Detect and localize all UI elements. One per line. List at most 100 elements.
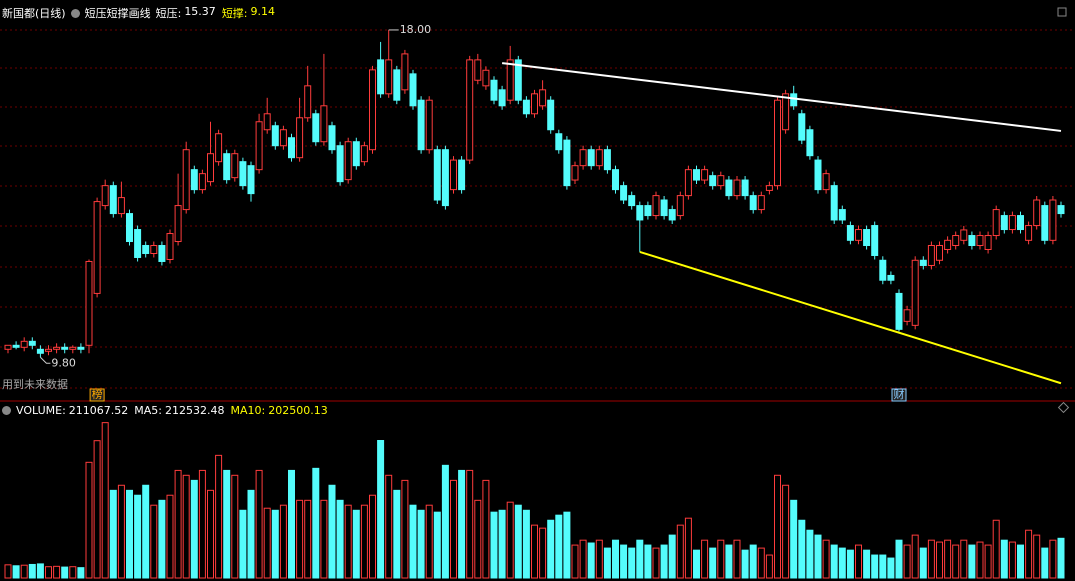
volume-bar xyxy=(69,566,77,579)
candle-body xyxy=(117,197,125,215)
candle-body xyxy=(620,185,628,201)
indicator-item: 短压: 15.37 xyxy=(156,5,216,21)
candle-body xyxy=(417,99,425,151)
volume-bar xyxy=(126,489,133,579)
volume-bar xyxy=(4,564,12,579)
candle-body xyxy=(522,99,530,115)
volume-bar xyxy=(547,519,555,579)
candle-body xyxy=(1008,215,1016,231)
candle-body xyxy=(668,209,676,221)
candle-body xyxy=(360,145,368,163)
volume-bar xyxy=(960,539,968,579)
indicator-value: 15.37 xyxy=(184,5,216,18)
candle-body xyxy=(571,165,579,181)
candle-body xyxy=(150,245,158,254)
volume-bar xyxy=(441,464,449,579)
volume-bar xyxy=(628,547,636,579)
candle-body xyxy=(757,195,765,211)
volume-bar xyxy=(279,504,287,579)
volume-bar xyxy=(701,539,709,579)
candle-body xyxy=(903,309,911,322)
volume-bar xyxy=(652,547,660,579)
candle-body xyxy=(701,169,709,181)
volume-bar xyxy=(822,539,830,579)
candle-body xyxy=(45,348,52,352)
volume-bar xyxy=(101,422,109,579)
volume-bar xyxy=(660,544,668,579)
candle-body xyxy=(838,209,846,221)
volume-bar xyxy=(93,440,101,579)
candle-body xyxy=(166,233,174,260)
volume-bar xyxy=(207,489,214,579)
candle-body xyxy=(612,169,619,191)
volume-bar xyxy=(352,509,360,579)
legend-value: 211067.52 xyxy=(68,404,129,417)
annotation-leader xyxy=(40,356,51,364)
candle-body xyxy=(101,185,109,207)
candle-body xyxy=(182,149,190,211)
candle-body xyxy=(603,149,611,171)
candle-body xyxy=(798,113,806,141)
volume-bar xyxy=(757,547,765,579)
volume-bar xyxy=(587,542,595,579)
candle-body xyxy=(458,159,466,191)
legend-item: MA5: 212532.48 xyxy=(134,404,224,417)
volume-bar xyxy=(198,469,206,579)
volume-bar xyxy=(190,479,198,579)
volume-bar xyxy=(830,544,838,579)
volume-bar xyxy=(466,469,474,579)
volume-bar xyxy=(1025,529,1033,579)
candle-body xyxy=(4,344,12,350)
candle-body xyxy=(369,69,376,151)
indicator-label: 短压: xyxy=(155,7,182,20)
volume-bar xyxy=(798,519,806,579)
volume-bar xyxy=(644,544,652,579)
candle-body xyxy=(20,340,28,348)
collapse-icon[interactable] xyxy=(2,406,11,415)
candle-body xyxy=(684,169,692,197)
candle-body xyxy=(806,129,814,157)
candle-body xyxy=(960,229,968,241)
volume-bar xyxy=(134,494,142,579)
candle-body xyxy=(814,159,822,191)
volume-bar xyxy=(774,474,781,579)
candle-body xyxy=(320,105,328,143)
candle-body xyxy=(401,53,409,91)
volume-bar xyxy=(693,549,700,579)
volume-bar xyxy=(117,484,125,579)
candle-body xyxy=(927,245,935,266)
candle-body xyxy=(53,346,61,350)
volume-bar xyxy=(709,547,717,579)
volume-bar xyxy=(976,541,984,579)
volume-bar xyxy=(474,499,482,579)
collapse-icon[interactable] xyxy=(70,8,80,18)
volume-bar xyxy=(733,539,741,579)
volume-bar xyxy=(620,544,628,579)
candle-body xyxy=(547,99,555,131)
candle-body xyxy=(644,205,652,217)
candle-body xyxy=(279,129,287,147)
volume-bar xyxy=(871,554,879,579)
candle-body xyxy=(1041,205,1049,241)
volume-bar xyxy=(612,539,619,579)
volume-bar xyxy=(166,494,174,579)
volume-bar xyxy=(944,539,952,579)
candle-body xyxy=(304,85,312,119)
volume-bar xyxy=(539,527,547,579)
volume-bar xyxy=(814,534,822,579)
candle-body xyxy=(563,139,571,187)
volume-bar xyxy=(61,566,69,579)
candle-body xyxy=(968,235,976,247)
candle-body xyxy=(765,185,773,191)
candle-body xyxy=(636,205,644,221)
volume-bar xyxy=(879,554,887,579)
volume-bar xyxy=(409,504,417,579)
volume-bar xyxy=(676,524,684,579)
legend-item: VOLUME: 211067.52 xyxy=(16,404,128,417)
candle-body xyxy=(215,133,223,163)
candle-body xyxy=(709,175,717,187)
volume-bar xyxy=(749,544,757,579)
candle-body xyxy=(976,235,984,247)
volume-bar xyxy=(855,544,862,579)
